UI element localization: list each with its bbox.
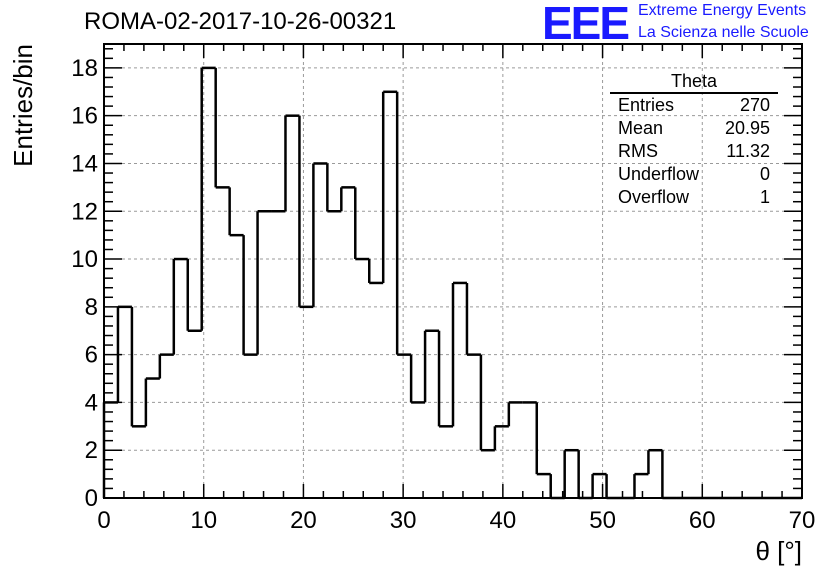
chart-title: ROMA-02-2017-10-26-00321 — [84, 8, 397, 35]
y-tick-label: 14 — [71, 150, 98, 177]
x-axis-label: θ [°] — [755, 536, 802, 566]
stats-box-title: Theta — [610, 70, 778, 94]
plot-frame — [103, 43, 803, 499]
y-tick-label: 10 — [71, 246, 98, 273]
x-tick-label: 20 — [290, 507, 317, 534]
x-tick-label: 0 — [97, 507, 110, 534]
y-tick-label: 0 — [85, 485, 98, 512]
stats-box: Theta Entries 270 Mean 20.95 RMS 11.32 U… — [610, 70, 778, 209]
stats-value: 11.32 — [726, 141, 770, 161]
stats-value: 1 — [759, 187, 770, 207]
y-tick-label: 12 — [71, 198, 98, 225]
stats-label: Underflow — [618, 164, 700, 184]
x-tick-label: 50 — [589, 507, 616, 534]
stats-label: Overflow — [618, 187, 690, 207]
eee-logo: EEE — [542, 0, 630, 49]
axis-ticks — [103, 44, 803, 499]
stats-label: RMS — [618, 141, 658, 161]
logo-line-2: La Scienza nelle Scuole — [638, 24, 809, 41]
y-tick-label: 6 — [85, 342, 98, 369]
y-axis-label: Entries/bin — [8, 44, 38, 167]
x-tick-label: 40 — [490, 507, 517, 534]
stats-row-overflow: Overflow 1 — [610, 186, 778, 209]
y-tick-label: 16 — [71, 103, 98, 130]
y-tick-label: 2 — [85, 437, 98, 464]
y-tick-label: 8 — [85, 294, 98, 321]
stats-value: 0 — [759, 164, 770, 184]
stats-row-underflow: Underflow 0 — [610, 163, 778, 186]
stats-label: Entries — [618, 95, 675, 115]
x-tick-label: 30 — [390, 507, 417, 534]
stats-label: Mean — [618, 118, 664, 138]
logo-line-1: Extreme Energy Events — [638, 2, 807, 19]
stats-value: 20.95 — [724, 118, 770, 138]
y-tick-label: 18 — [71, 55, 98, 82]
x-tick-label: 10 — [190, 507, 217, 534]
x-tick-label: 70 — [789, 507, 816, 534]
stats-row-mean: Mean 20.95 — [610, 117, 778, 140]
stats-row-entries: Entries 270 — [610, 94, 778, 117]
y-tick-label: 4 — [85, 389, 98, 416]
stats-row-rms: RMS 11.32 — [610, 140, 778, 163]
stats-value: 270 — [739, 95, 770, 115]
x-tick-label: 60 — [689, 507, 716, 534]
